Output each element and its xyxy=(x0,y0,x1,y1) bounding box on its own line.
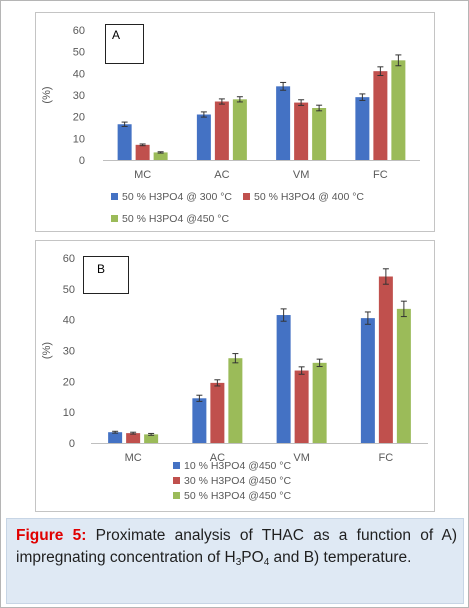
bar xyxy=(312,108,327,160)
bar xyxy=(192,398,207,443)
category-label: FC xyxy=(373,169,388,181)
caption-label: Figure 5: xyxy=(16,527,87,544)
bar xyxy=(196,114,211,160)
category-label: MC xyxy=(134,169,151,181)
legend-label: 50 % H3PO4 @ 400 °C xyxy=(254,191,364,203)
y-tick-label: 10 xyxy=(63,407,75,419)
chart-b: 0 10 20 30 40 50 60 (%) MC AC VM FC B 10 % H3PO4 @450… xyxy=(35,240,435,512)
caption-line2-after: and B) xyxy=(269,549,320,566)
bar xyxy=(135,144,150,160)
bar xyxy=(153,152,168,160)
category-label: AC xyxy=(210,452,225,464)
y-tick-label: 10 xyxy=(73,133,85,145)
bar xyxy=(378,276,393,443)
bar xyxy=(144,434,159,443)
y-tick-label: 60 xyxy=(73,25,85,37)
y-tick-label: 30 xyxy=(73,90,85,102)
y-tick-label: 0 xyxy=(69,438,75,450)
bar xyxy=(391,60,406,161)
bar xyxy=(276,315,291,443)
bar xyxy=(228,358,243,443)
legend-swatch xyxy=(173,492,180,499)
y-axis-label: (%) xyxy=(41,342,53,359)
y-tick-label: 40 xyxy=(63,315,75,327)
panel-label: B xyxy=(97,262,105,276)
bar xyxy=(108,432,123,443)
bar xyxy=(373,71,388,160)
category-label: AC xyxy=(214,169,229,181)
category-label: VM xyxy=(293,452,310,464)
y-tick-label: 0 xyxy=(79,155,85,167)
y-tick-label: 20 xyxy=(63,376,75,388)
figure-caption: Figure 5: Proximate analysis of THAC as … xyxy=(6,518,464,604)
category-label: VM xyxy=(293,169,310,181)
category-label: MC xyxy=(125,452,142,464)
caption-sub1: 3 xyxy=(235,557,242,568)
bar xyxy=(126,433,141,443)
panel-label-box xyxy=(105,24,144,64)
legend-swatch xyxy=(111,215,118,222)
legend-label: 50 % H3PO4 @ 300 °C xyxy=(122,191,232,203)
legend-label: 10 % H3PO4 @450 °C xyxy=(184,460,291,472)
caption-line2-before: A) impregnating concentration of H xyxy=(16,527,458,566)
panel-label-box xyxy=(83,256,129,294)
legend-label: 30 % H3PO4 @450 °C xyxy=(184,475,291,487)
y-tick-label: 20 xyxy=(73,112,85,124)
bar xyxy=(214,101,229,160)
chart-a: 0 10 20 30 40 50 60 (%) MC AC VM FC A 50 % H3PO4 @ 30… xyxy=(35,12,435,232)
y-tick-label: 30 xyxy=(63,346,75,358)
caption-sub2: 4 xyxy=(263,557,270,568)
y-tick-label: 60 xyxy=(63,253,75,265)
y-axis-label: (%) xyxy=(41,86,53,103)
caption-line2-mid: PO xyxy=(241,549,264,566)
bar xyxy=(396,308,411,443)
y-tick-label: 40 xyxy=(73,68,85,80)
bar xyxy=(294,370,309,443)
caption-line3: temperature. xyxy=(323,549,412,566)
caption-line1: Proximate analysis of THAC as a function… xyxy=(95,527,434,544)
bar xyxy=(276,86,291,160)
category-label: FC xyxy=(379,452,394,464)
bar xyxy=(355,97,370,160)
bar xyxy=(232,99,247,160)
bar xyxy=(210,382,225,443)
legend-swatch xyxy=(173,462,180,469)
legend-swatch xyxy=(111,193,118,200)
legend-swatch xyxy=(173,477,180,484)
panel-label: A xyxy=(112,28,120,42)
legend-swatch xyxy=(243,193,250,200)
bar xyxy=(117,124,132,160)
bar xyxy=(360,318,375,443)
y-tick-label: 50 xyxy=(73,47,85,59)
bar xyxy=(294,102,309,160)
legend-label: 50 % H3PO4 @450 °C xyxy=(122,213,229,225)
bar xyxy=(312,362,327,443)
legend-label: 50 % H3PO4 @450 °C xyxy=(184,490,291,502)
y-tick-label: 50 xyxy=(63,284,75,296)
